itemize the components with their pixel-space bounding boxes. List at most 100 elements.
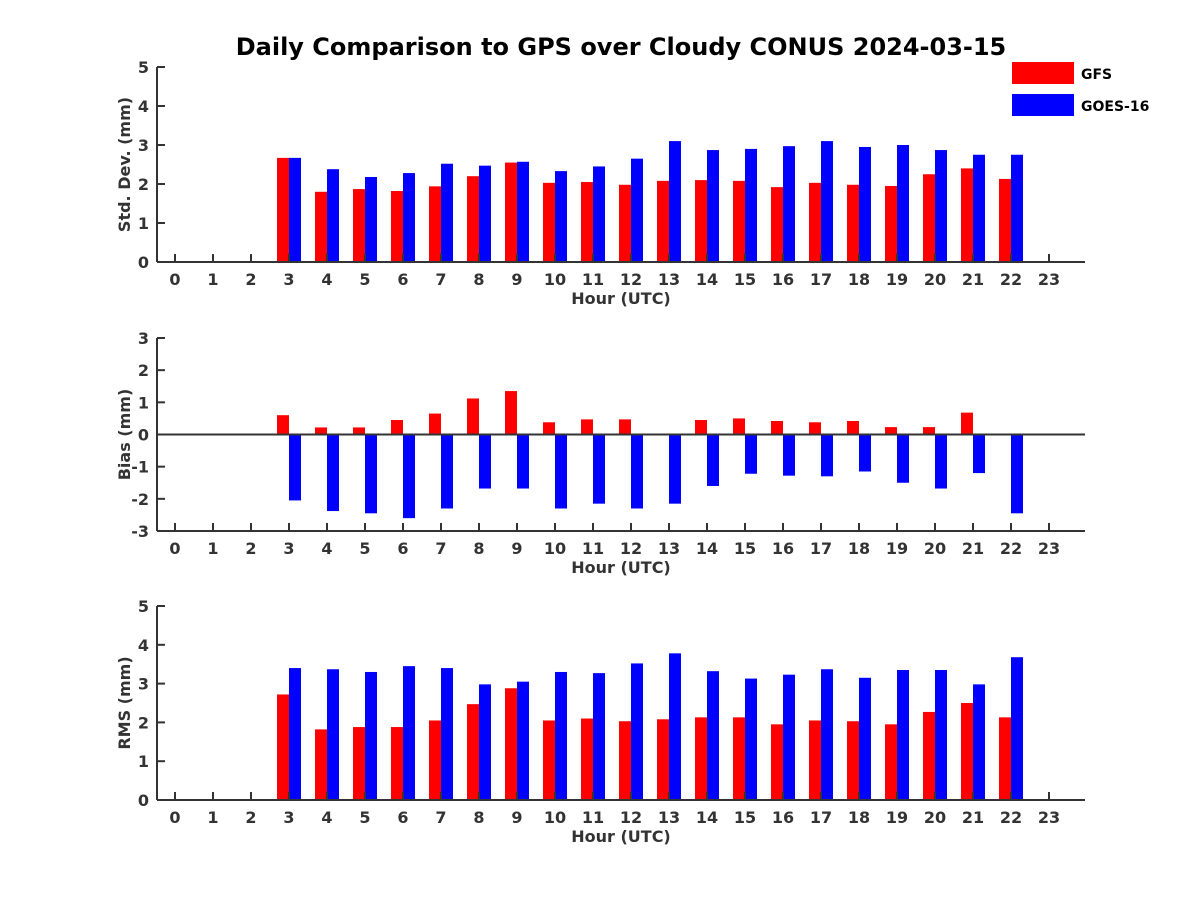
bar-gfs-hour-16 xyxy=(771,724,783,800)
bar-goes-16-hour-22 xyxy=(1011,154,1023,262)
bar-gfs-hour-22 xyxy=(999,717,1011,800)
bar-goes-16-hour-19 xyxy=(897,434,909,483)
bar-goes-16-hour-16 xyxy=(783,674,795,800)
bar-gfs-hour-14 xyxy=(695,180,707,262)
x-tick-label: 21 xyxy=(962,270,984,289)
x-tick-label: 12 xyxy=(620,808,642,827)
x-tick-label: 6 xyxy=(397,808,408,827)
bar-gfs-hour-20 xyxy=(923,427,935,435)
bar-gfs-hour-17 xyxy=(809,720,821,800)
bar-gfs-hour-12 xyxy=(619,419,631,435)
bar-goes-16-hour-14 xyxy=(707,434,719,486)
x-tick-label: 8 xyxy=(473,270,484,289)
bar-goes-16-hour-20 xyxy=(935,670,947,800)
bar-gfs-hour-9 xyxy=(505,391,517,435)
x-tick-label: 8 xyxy=(473,539,484,558)
legend: GFS GOES-16 xyxy=(1012,62,1149,116)
bar-goes-16-hour-10 xyxy=(555,434,567,509)
y-tick-label: 3 xyxy=(138,136,149,155)
x-tick-label: 5 xyxy=(359,270,370,289)
bar-goes-16-hour-13 xyxy=(669,434,681,504)
x-tick-label: 23 xyxy=(1038,808,1060,827)
bar-goes-16-hour-15 xyxy=(745,434,757,474)
bar-goes-16-hour-8 xyxy=(479,684,491,800)
x-tick-label: 21 xyxy=(962,808,984,827)
bar-gfs-hour-5 xyxy=(353,727,365,800)
bar-gfs-hour-16 xyxy=(771,187,783,262)
y-tick-label: 3 xyxy=(138,329,149,348)
x-tick-label: 13 xyxy=(658,539,680,558)
x-tick-label: 13 xyxy=(658,270,680,289)
x-tick-label: 5 xyxy=(359,808,370,827)
bar-gfs-hour-5 xyxy=(353,189,365,262)
bar-gfs-hour-7 xyxy=(429,720,441,800)
bar-goes-16-hour-3 xyxy=(289,157,301,262)
x-tick-label: 0 xyxy=(169,808,180,827)
y-tick-label: 1 xyxy=(138,214,149,233)
bar-gfs-hour-3 xyxy=(277,157,289,262)
x-tick-label: 10 xyxy=(544,539,566,558)
bar-goes-16-hour-12 xyxy=(631,434,643,509)
bar-gfs-hour-8 xyxy=(467,176,479,262)
x-tick-label: 19 xyxy=(886,270,908,289)
bar-goes-16-hour-16 xyxy=(783,146,795,262)
x-tick-label: 9 xyxy=(511,270,522,289)
bar-gfs-hour-13 xyxy=(657,180,669,262)
y-tick-label: 5 xyxy=(138,58,149,77)
bar-goes-16-hour-18 xyxy=(859,677,871,800)
bar-gfs-hour-11 xyxy=(581,419,593,435)
bar-gfs-hour-10 xyxy=(543,182,555,262)
bar-gfs-hour-14 xyxy=(695,420,707,435)
x-tick-label: 17 xyxy=(810,808,832,827)
x-tick-label: 20 xyxy=(924,539,946,558)
y-tick-label: 0 xyxy=(138,426,149,445)
x-tick-label: 19 xyxy=(886,539,908,558)
bar-goes-16-hour-5 xyxy=(365,671,377,800)
bar-gfs-hour-19 xyxy=(885,185,897,262)
x-tick-label: 15 xyxy=(734,539,756,558)
bar-goes-16-hour-21 xyxy=(973,434,985,474)
bar-goes-16-hour-5 xyxy=(365,434,377,514)
bar-goes-16-hour-10 xyxy=(555,671,567,800)
bar-gfs-hour-14 xyxy=(695,717,707,800)
x-tick-label: 7 xyxy=(435,270,446,289)
bar-goes-16-hour-11 xyxy=(593,673,605,800)
y-tick-label: 2 xyxy=(138,713,149,732)
y-tick-label: 2 xyxy=(138,175,149,194)
bar-gfs-hour-18 xyxy=(847,721,859,800)
bar-goes-16-hour-18 xyxy=(859,146,871,262)
y-tick-label: 5 xyxy=(138,597,149,616)
x-tick-label: 8 xyxy=(473,808,484,827)
bar-gfs-hour-21 xyxy=(961,168,973,262)
x-axis-label: Hour (UTC) xyxy=(571,827,671,846)
bar-goes-16-hour-12 xyxy=(631,663,643,800)
bar-goes-16-hour-9 xyxy=(517,681,529,800)
bar-goes-16-hour-22 xyxy=(1011,434,1023,514)
bar-goes-16-hour-17 xyxy=(821,434,833,477)
bar-gfs-hour-9 xyxy=(505,162,517,262)
bar-goes-16-hour-13 xyxy=(669,141,681,262)
x-tick-label: 23 xyxy=(1038,270,1060,289)
x-tick-label: 11 xyxy=(582,539,604,558)
bar-goes-16-hour-9 xyxy=(517,434,529,489)
bar-gfs-hour-17 xyxy=(809,182,821,262)
bar-goes-16-hour-6 xyxy=(403,666,415,800)
x-tick-label: 18 xyxy=(848,539,870,558)
bar-goes-16-hour-17 xyxy=(821,669,833,800)
bar-gfs-hour-18 xyxy=(847,420,859,435)
bar-gfs-hour-21 xyxy=(961,412,973,435)
bar-goes-16-hour-15 xyxy=(745,678,757,800)
bar-gfs-hour-17 xyxy=(809,422,821,435)
bar-goes-16-hour-19 xyxy=(897,670,909,800)
bar-gfs-hour-7 xyxy=(429,413,441,435)
x-tick-label: 14 xyxy=(696,808,718,827)
bar-gfs-hour-4 xyxy=(315,427,327,435)
y-tick-label: -1 xyxy=(131,458,149,477)
bar-goes-16-hour-9 xyxy=(517,161,529,262)
y-tick-label: 4 xyxy=(138,97,149,116)
bar-goes-16-hour-15 xyxy=(745,148,757,262)
bar-gfs-hour-6 xyxy=(391,727,403,800)
bar-gfs-hour-13 xyxy=(657,719,669,800)
x-tick-label: 18 xyxy=(848,808,870,827)
